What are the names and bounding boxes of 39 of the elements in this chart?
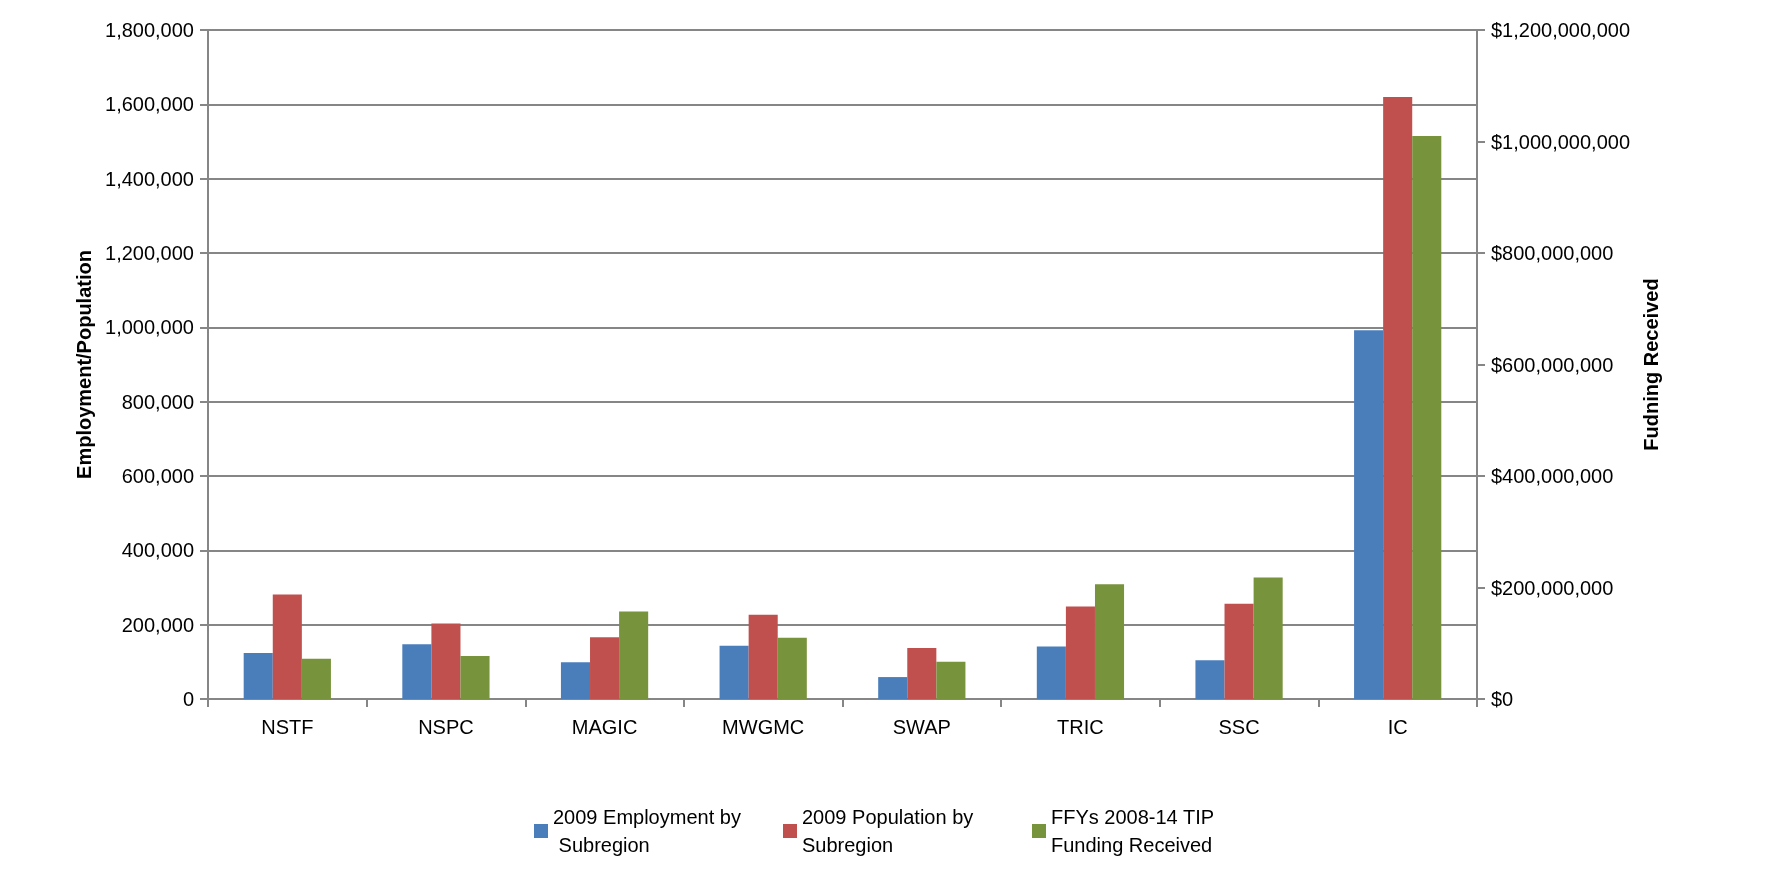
y-tick-label: 0	[182, 688, 194, 710]
y-axis-title: Employment/Population	[73, 250, 96, 479]
bar	[1354, 330, 1384, 699]
bar	[719, 645, 749, 699]
y-tick-label: 600,000	[121, 465, 194, 487]
y-tick-label: 1,400,000	[105, 167, 194, 190]
y-tick-label: 200,000	[121, 613, 194, 636]
bar	[272, 594, 302, 699]
bar	[1036, 646, 1066, 699]
bar	[243, 652, 273, 699]
legend-label: FFYs 2008-14 TIP Funding Received	[1051, 806, 1220, 856]
y2-tick-label: $800,000,000	[1491, 242, 1614, 264]
y2-tick-label: $0	[1491, 688, 1514, 710]
x-tick-label: NSTF	[261, 716, 314, 738]
bar	[560, 662, 591, 699]
bar	[402, 644, 432, 699]
x-tick-label: MWGMC	[722, 716, 805, 738]
legend-label: 2009 Employment by Subregion	[553, 806, 741, 856]
legend-label: 2009 Population by Subregion	[802, 806, 979, 856]
bar	[1195, 660, 1225, 699]
y-tick-label: 1,200,000	[105, 242, 194, 264]
y-tick-label: 1,000,000	[105, 316, 194, 339]
y-tick-label: 1,600,000	[105, 93, 194, 116]
y2-axis-title: Fudning Received	[1639, 278, 1662, 451]
x-tick-label: IC	[1387, 716, 1408, 738]
x-tick-label: TRIC	[1057, 716, 1104, 738]
x-tick-label: NSPC	[418, 716, 474, 738]
y-tick-label: 1,800,000	[105, 19, 194, 41]
y2-tick-label: $600,000,000	[1491, 353, 1614, 376]
y-tick-label: 400,000	[121, 539, 194, 562]
y2-tick-label: $1,000,000,000	[1491, 130, 1631, 153]
x-tick-label: SWAP	[892, 716, 951, 738]
y-tick-label: 800,000	[121, 390, 194, 413]
x-tick-label: MAGIC	[571, 716, 638, 738]
y2-tick-label: $1,200,000,000	[1491, 19, 1631, 41]
y2-tick-label: $400,000,000	[1491, 465, 1614, 487]
bar	[878, 677, 908, 699]
y2-tick-label: $200,000,000	[1491, 576, 1614, 599]
x-tick-label: SSC	[1218, 716, 1260, 738]
